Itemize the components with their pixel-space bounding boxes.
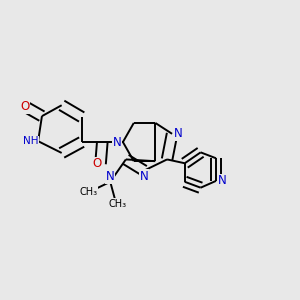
Text: N: N (106, 170, 115, 183)
Text: O: O (20, 100, 29, 113)
Text: CH₃: CH₃ (109, 199, 127, 208)
Text: CH₃: CH₃ (79, 187, 97, 197)
Text: NH: NH (23, 136, 38, 146)
Text: O: O (92, 157, 102, 170)
Text: N: N (140, 170, 148, 183)
Text: N: N (218, 174, 227, 188)
Text: N: N (174, 127, 182, 140)
Text: N: N (112, 136, 122, 148)
